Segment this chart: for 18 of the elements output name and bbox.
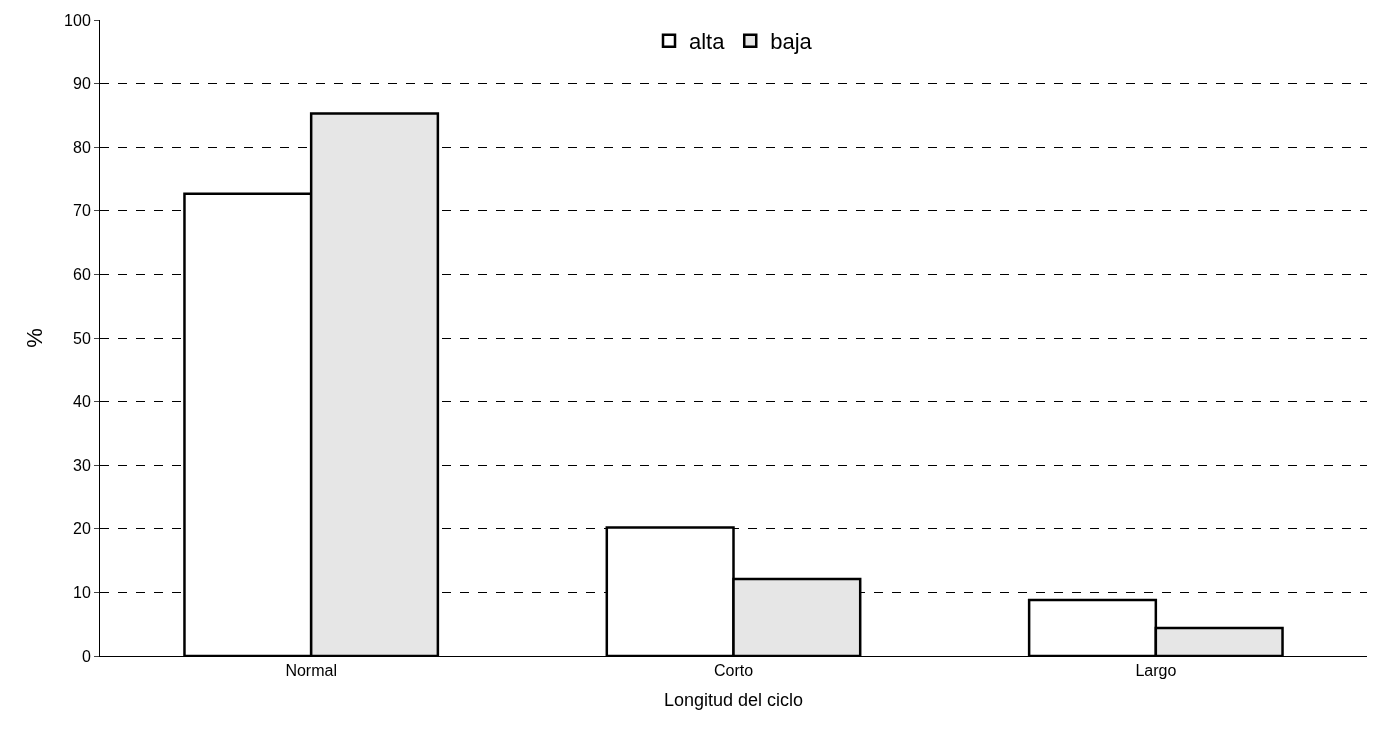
- y-tick-label: 60: [73, 266, 91, 283]
- y-tick-label: 20: [73, 520, 91, 538]
- y-tick-label: 50: [73, 329, 91, 347]
- y-tick-label: 40: [73, 393, 91, 411]
- x-tick-label: Corto: [713, 662, 754, 680]
- x-tick-label: Largo: [1135, 662, 1177, 680]
- legend-label: baja: [770, 29, 813, 55]
- x-tick-label: Normal: [285, 662, 337, 680]
- y-axis-title: %: [21, 328, 47, 348]
- y-tick-label: 80: [73, 138, 91, 156]
- x-axis-title: Longitud del ciclo: [663, 690, 804, 711]
- legend-label: alta: [689, 29, 726, 55]
- y-tick-label: 30: [73, 456, 91, 474]
- y-tick-label: 90: [73, 75, 91, 93]
- y-tick-label: 0: [81, 647, 91, 665]
- y-tick-label: 10: [73, 584, 91, 601]
- y-tick-label: 100: [64, 11, 91, 29]
- y-tick-label: 70: [73, 202, 91, 220]
